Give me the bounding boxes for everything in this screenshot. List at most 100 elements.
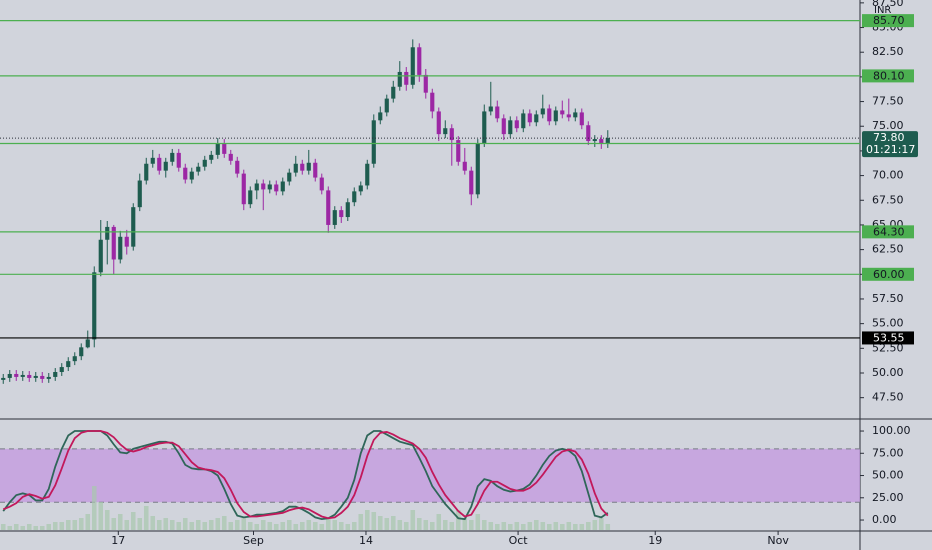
candle-body (124, 236, 129, 247)
volume-bar (332, 520, 338, 530)
volume-bar (286, 520, 292, 530)
level-tag (862, 69, 914, 83)
volume-bar (345, 524, 351, 530)
candle-body (137, 180, 142, 208)
candle-body (222, 143, 227, 154)
volume-bar (124, 520, 130, 530)
candle-body (157, 157, 162, 171)
y-tick-label: 70.00 (872, 169, 904, 182)
candle-body (274, 184, 279, 192)
volume-bar (117, 514, 123, 530)
candle-body (436, 111, 441, 135)
candle-body (111, 226, 116, 260)
stochastic-line (2, 430, 609, 521)
volume-bar (91, 486, 97, 530)
volume-bar (293, 524, 299, 530)
volume-bar (208, 520, 214, 530)
level-label: 80.10 (873, 69, 905, 82)
candle-body (202, 159, 207, 167)
candle-body (534, 114, 539, 123)
candle-body (293, 163, 298, 173)
volume-bar (592, 520, 598, 530)
candle-body (443, 128, 448, 135)
volume-bar (202, 522, 208, 530)
level-label: 60.00 (873, 268, 905, 281)
volume-bar (0, 524, 6, 530)
volume-bar (299, 522, 305, 530)
x-tick-label: Nov (767, 534, 789, 547)
volume-bar (508, 524, 513, 530)
volume-bar (482, 520, 487, 530)
candle-body (514, 120, 519, 129)
last-price-label: 73.80 (873, 131, 905, 144)
candle-body (287, 172, 292, 182)
candle-body (105, 226, 110, 240)
volume-bar (390, 516, 396, 530)
volume-bar (98, 502, 104, 530)
candle-body (248, 190, 253, 205)
candle-body (592, 139, 597, 142)
volume-bar (39, 526, 45, 530)
candle-body (482, 111, 487, 144)
volume-bar (449, 522, 455, 530)
candle-body (40, 375, 45, 379)
volume-bar (403, 522, 409, 530)
stochastic-line (2, 430, 609, 520)
countdown-label: 01:21:17 (866, 143, 915, 156)
candle-body (527, 113, 532, 123)
volume-bar (553, 522, 559, 530)
candle-body (98, 239, 103, 273)
level-tag (862, 267, 914, 281)
y-tick-label: 52.50 (872, 341, 904, 354)
candle-body (300, 163, 305, 171)
band-fill (0, 448, 860, 503)
volume-bar (586, 522, 591, 530)
volume-bar (358, 514, 364, 530)
volume-bar (599, 518, 604, 530)
volume-bar (26, 524, 32, 530)
volume-bar (7, 526, 13, 530)
candle-body (46, 376, 51, 379)
candle-body (228, 153, 233, 161)
level-label: 53.55 (873, 331, 905, 344)
candle-body (352, 191, 357, 203)
volume-bar (566, 522, 572, 530)
y-tick-label: 50.00 (872, 469, 904, 482)
candle-body (33, 375, 38, 378)
y-tick-label: 82.50 (872, 45, 904, 58)
y-tick-label: 75.00 (872, 446, 904, 459)
volume-bar (475, 514, 481, 530)
y-tick-label: 75.00 (872, 119, 904, 132)
candle-body (475, 143, 480, 195)
y-tick-label: 87.50 (872, 0, 904, 9)
volume-bar (176, 522, 182, 530)
candle-body (397, 71, 402, 87)
candle-body (189, 171, 194, 180)
level-label: 85.70 (873, 14, 905, 27)
candle-body (462, 161, 467, 171)
candle-body (495, 106, 500, 119)
candle-body (209, 154, 214, 160)
candle-body (27, 374, 32, 378)
volume-bar (156, 520, 162, 530)
candle-body (66, 361, 71, 368)
volume-bar (72, 520, 78, 530)
volume-bar (514, 522, 520, 530)
volume-bar (85, 514, 91, 530)
candle-body (605, 138, 610, 145)
volume-bar (111, 518, 117, 530)
candle-body (215, 143, 220, 155)
candle-body (319, 177, 324, 191)
candle-body (540, 108, 545, 115)
volume-bar (215, 518, 221, 530)
candle-body (170, 152, 175, 162)
candle-body (586, 125, 591, 142)
candle-body (358, 185, 363, 192)
candle-body (118, 236, 123, 260)
volume-bar (169, 520, 175, 530)
volume-bar (267, 522, 273, 530)
y-tick-label: 25.00 (872, 491, 904, 504)
volume-bar (260, 520, 266, 530)
